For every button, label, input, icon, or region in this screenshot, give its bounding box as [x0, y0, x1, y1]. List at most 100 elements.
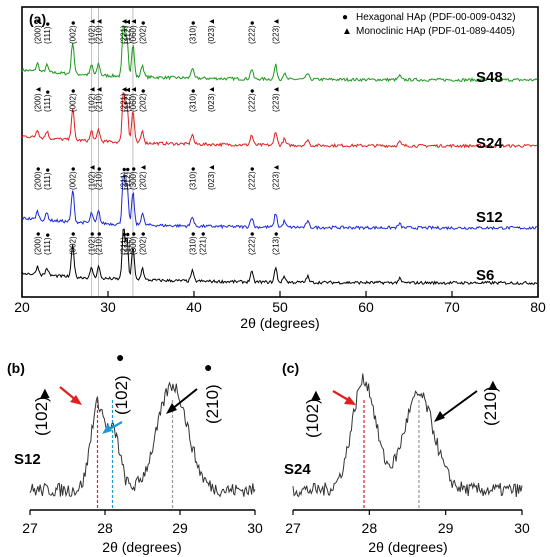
peak-label: (202)● [138, 88, 147, 112]
panel-c-zoom-s24: (c) 27 28 29 30 2θ (degrees) S24 (102) ▲ (2… [282, 360, 530, 555]
x-tick-label: 27 [22, 520, 38, 536]
circle-marker: ● [116, 349, 124, 365]
peak-label: (102)● [88, 231, 97, 255]
peak-label: (023)▲ [207, 17, 216, 44]
peak-label: (202)▲ [138, 163, 147, 190]
panel-b-arrows [59, 386, 198, 434]
peak-label: (102)▲ [88, 163, 97, 190]
x-tick-label: 40 [186, 299, 202, 315]
peak-label: (213)● [272, 231, 281, 255]
peak-label: (210)● [95, 166, 104, 190]
peak-label: (210)▲ [95, 17, 104, 44]
x-tick-label: 30 [514, 520, 530, 536]
panel-c-sample-label: S24 [284, 461, 311, 478]
panel-a-xrd-patterns: (a) (200)▲ (111)● (002)● (102)▲(210)▲ (221)▲… [14, 6, 546, 331]
triangle-marker: ▲ [308, 387, 324, 404]
panel-b-peak-102-triangle: (102) ▲ [32, 385, 53, 436]
x-tick-label: 70 [444, 299, 460, 315]
peak-label: (210) [203, 384, 222, 424]
panel-c-trace [292, 373, 523, 498]
peak-label: (102) [303, 398, 322, 438]
panel-c-x-label: 2θ (degrees) [368, 539, 447, 555]
peak-label: (310)● [188, 231, 197, 255]
peak-label: (223)▲ [272, 85, 281, 112]
sample-label-S24: S24 [476, 135, 503, 152]
series-S48-trace [21, 25, 538, 83]
x-tick-label: 27 [285, 520, 301, 536]
peak-label: (310)● [188, 88, 197, 112]
panel-b-label: (b) [7, 360, 25, 376]
series-S6-trace [21, 228, 538, 286]
series-S12-trace [21, 172, 538, 231]
panel-c-label: (c) [282, 360, 299, 376]
panel-b-x-label: 2θ (degrees) [102, 539, 181, 555]
peak-label: (112)▲ [123, 86, 132, 112]
x-tick-label: 30 [100, 299, 116, 315]
peak-label: (221)▲ [120, 17, 129, 44]
panel-c-arrows [332, 390, 478, 422]
triangle-marker: ▲ [37, 385, 53, 402]
peak-label: (300)● [129, 166, 138, 190]
peak-label: (102) [32, 396, 51, 436]
peak-label: (202)● [138, 20, 147, 44]
peak-label: (310)● [188, 20, 197, 44]
x-tick-label: 20 [14, 299, 30, 315]
sample-labels: S48 S24 S12 S6 [476, 69, 503, 284]
red-arrowhead [344, 396, 356, 405]
x-tick-label: 28 [362, 520, 378, 536]
panel-b-dashed-lines [96, 400, 174, 510]
x-axis-label: 2θ (degrees) [240, 315, 319, 331]
peak-label: (222)● [248, 88, 257, 112]
peak-label: (222)● [248, 231, 257, 255]
x-tick-label: 29 [438, 520, 454, 536]
panel-b-sample-label: S12 [14, 451, 41, 468]
legend-entry-monoclinic-label: Monoclinic HAp (PDF-01-089-4405) [356, 26, 515, 37]
peak-label: (112)▲ [123, 18, 132, 44]
peak-label: (223)▲ [272, 163, 281, 190]
peak-label: (202)● [138, 231, 147, 255]
panel-b-trace [29, 381, 256, 498]
legend-entry-hexagonal-label: Hexagonal HAp (PDF-00-009-0432) [356, 12, 516, 23]
x-tick-label: 50 [272, 299, 288, 315]
peak-label: (210)▲ [95, 85, 104, 112]
x-tick-label: 30 [247, 520, 263, 536]
panel-b-zoom-s12: (b) 27 28 29 30 2θ (degrees) S12 (102) ▲ (1… [7, 349, 263, 555]
peak-label: (111)● [43, 233, 52, 255]
peak-label: (002)● [69, 231, 78, 255]
peak-label: (023)▲ [207, 163, 216, 190]
peak-label: (102) [112, 375, 131, 415]
panel-b-peak-102-circle: (102) ● [112, 349, 131, 415]
x-tick-label: 28 [97, 520, 113, 536]
peak-label: (222)● [248, 20, 257, 44]
peak-label: (211)● [120, 232, 129, 255]
peak-label: (111)● [43, 22, 52, 44]
peak-label: (111)● [43, 168, 52, 190]
peak-label: (060)▲ [129, 85, 138, 112]
legend-entry-monoclinic: ▲ [342, 26, 352, 37]
red-arrowhead [70, 395, 82, 405]
sample-label-S12: S12 [476, 209, 503, 226]
x-tick-label: 60 [358, 299, 374, 315]
peak-label: (102)▲ [88, 85, 97, 112]
x-tick-label: 80 [530, 299, 546, 315]
black-arrowhead [434, 411, 445, 422]
peak-label: (112)● [123, 167, 132, 190]
peak-label: (200)▲ [34, 85, 43, 112]
peak-label: (060)▲ [129, 17, 138, 44]
peak-label: (023)▲ [207, 85, 216, 112]
panel-a-label: (a) [29, 11, 46, 27]
peak-label: (210)● [95, 231, 104, 255]
panel-b-peak-210-circle: (210) ● [203, 359, 222, 424]
peak-label: (223)▲ [272, 17, 281, 44]
black-arrowhead [166, 403, 177, 414]
panel-c-dashed-lines [363, 400, 420, 510]
reference-lines [91, 8, 134, 296]
peak-labels: (200)▲ (111)● (002)● (102)▲(210)▲ (221)▲(112… [34, 17, 281, 255]
peak-label: (221)● [199, 231, 208, 255]
legend-entry-hexagonal: ● [342, 12, 348, 23]
series-S24-trace [21, 91, 538, 149]
black-arrow [439, 390, 478, 419]
peak-label: (200)▲ [34, 17, 43, 44]
peak-label: (112)● [123, 232, 132, 255]
